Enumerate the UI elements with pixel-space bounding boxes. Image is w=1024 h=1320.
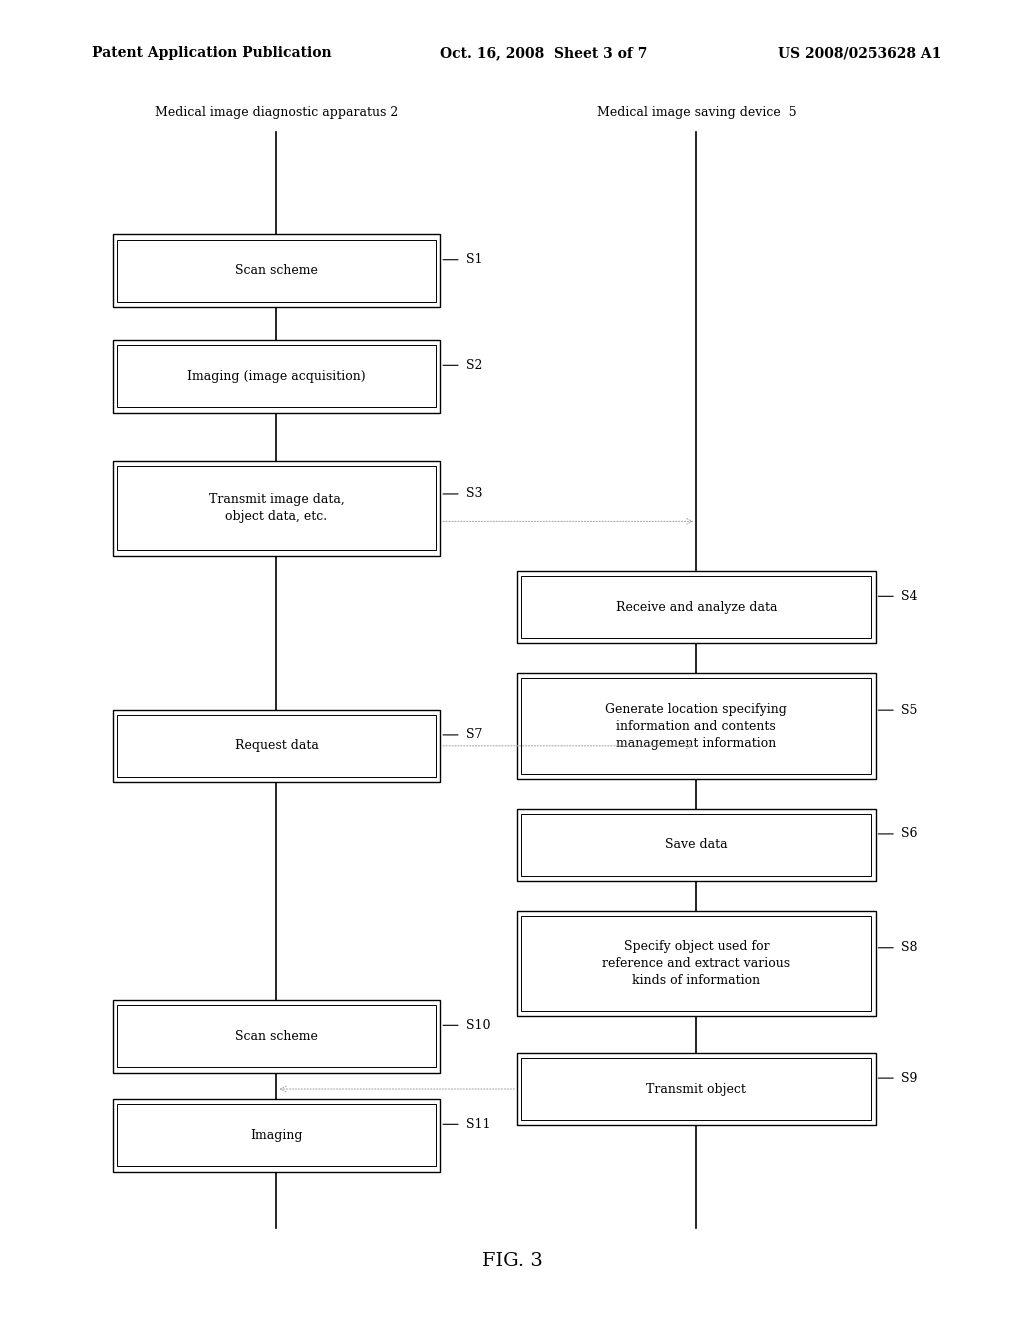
- Text: Request data: Request data: [234, 739, 318, 752]
- FancyBboxPatch shape: [521, 916, 871, 1011]
- Text: S9: S9: [901, 1072, 918, 1085]
- Text: S8: S8: [901, 941, 918, 954]
- Text: S2: S2: [466, 359, 482, 372]
- FancyBboxPatch shape: [113, 339, 440, 412]
- Text: S10: S10: [466, 1019, 490, 1032]
- FancyBboxPatch shape: [113, 461, 440, 556]
- FancyBboxPatch shape: [117, 1006, 436, 1067]
- FancyBboxPatch shape: [517, 911, 876, 1016]
- Text: Scan scheme: Scan scheme: [236, 1030, 317, 1043]
- Text: S5: S5: [901, 704, 918, 717]
- Text: S7: S7: [466, 729, 482, 742]
- FancyBboxPatch shape: [517, 570, 876, 643]
- FancyBboxPatch shape: [521, 576, 871, 638]
- Text: S6: S6: [901, 828, 918, 841]
- FancyBboxPatch shape: [117, 715, 436, 776]
- FancyBboxPatch shape: [117, 345, 436, 407]
- Text: US 2008/0253628 A1: US 2008/0253628 A1: [778, 46, 942, 61]
- FancyBboxPatch shape: [117, 1104, 436, 1167]
- Text: S11: S11: [466, 1118, 490, 1131]
- Text: Scan scheme: Scan scheme: [236, 264, 317, 277]
- Text: S1: S1: [466, 253, 482, 267]
- Text: Medical image saving device  5: Medical image saving device 5: [597, 106, 796, 119]
- FancyBboxPatch shape: [113, 710, 440, 781]
- FancyBboxPatch shape: [113, 235, 440, 306]
- Text: Transmit image data,
object data, etc.: Transmit image data, object data, etc.: [209, 494, 344, 523]
- FancyBboxPatch shape: [113, 1098, 440, 1172]
- Text: Oct. 16, 2008  Sheet 3 of 7: Oct. 16, 2008 Sheet 3 of 7: [440, 46, 648, 61]
- Text: Specify object used for
reference and extract various
kinds of information: Specify object used for reference and ex…: [602, 940, 791, 987]
- Text: Receive and analyze data: Receive and analyze data: [615, 601, 777, 614]
- Text: Save data: Save data: [665, 838, 728, 851]
- Text: Patent Application Publication: Patent Application Publication: [92, 46, 332, 61]
- Text: S4: S4: [901, 590, 918, 603]
- Text: Medical image diagnostic apparatus 2: Medical image diagnostic apparatus 2: [155, 106, 398, 119]
- Text: Generate location specifying
information and contents
management information: Generate location specifying information…: [605, 702, 787, 750]
- FancyBboxPatch shape: [517, 1053, 876, 1125]
- FancyBboxPatch shape: [517, 808, 876, 882]
- Text: FIG. 3: FIG. 3: [481, 1251, 543, 1270]
- Text: S3: S3: [466, 487, 482, 500]
- FancyBboxPatch shape: [521, 678, 871, 774]
- FancyBboxPatch shape: [521, 813, 871, 876]
- FancyBboxPatch shape: [117, 240, 436, 301]
- Text: Imaging (image acquisition): Imaging (image acquisition): [187, 370, 366, 383]
- FancyBboxPatch shape: [113, 1001, 440, 1072]
- FancyBboxPatch shape: [517, 673, 876, 779]
- Text: Imaging: Imaging: [250, 1129, 303, 1142]
- FancyBboxPatch shape: [521, 1059, 871, 1119]
- FancyBboxPatch shape: [117, 466, 436, 550]
- Text: Transmit object: Transmit object: [646, 1082, 746, 1096]
